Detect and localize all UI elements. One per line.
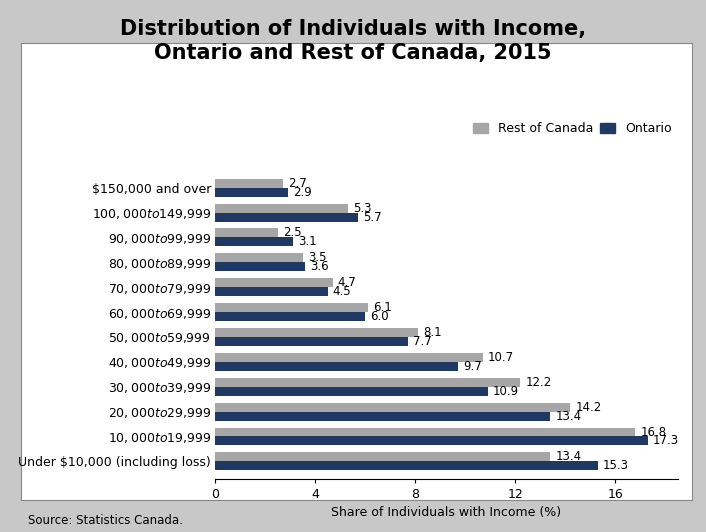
- Bar: [215, 403, 570, 412]
- Text: 8.1: 8.1: [423, 326, 441, 339]
- Bar: [215, 262, 305, 271]
- Text: 2.5: 2.5: [283, 227, 301, 239]
- Bar: [215, 337, 408, 346]
- Text: 4.7: 4.7: [337, 276, 357, 289]
- Bar: [215, 353, 483, 362]
- Bar: [215, 378, 520, 387]
- Legend: Rest of Canada, Ontario: Rest of Canada, Ontario: [473, 122, 671, 136]
- Text: 2.7: 2.7: [288, 177, 306, 190]
- Text: 13.4: 13.4: [556, 451, 582, 463]
- Bar: [215, 387, 488, 396]
- Text: 5.7: 5.7: [363, 211, 381, 223]
- Text: 10.9: 10.9: [493, 385, 519, 398]
- Text: 5.3: 5.3: [353, 202, 371, 214]
- Bar: [215, 452, 550, 461]
- Text: 14.2: 14.2: [575, 401, 602, 414]
- Bar: [215, 278, 333, 287]
- Text: Source: Statistics Canada.: Source: Statistics Canada.: [28, 514, 183, 527]
- Bar: [215, 228, 278, 237]
- Bar: [215, 188, 288, 197]
- Bar: [215, 303, 368, 312]
- Text: 13.4: 13.4: [556, 410, 582, 422]
- Bar: [215, 237, 293, 246]
- Bar: [215, 213, 358, 221]
- Text: 15.3: 15.3: [603, 459, 629, 472]
- Text: 2.9: 2.9: [293, 186, 311, 198]
- Text: Distribution of Individuals with Income,
Ontario and Rest of Canada, 2015: Distribution of Individuals with Income,…: [120, 19, 586, 63]
- Bar: [215, 287, 328, 296]
- Text: 6.1: 6.1: [373, 301, 392, 314]
- Bar: [215, 204, 348, 213]
- Text: 3.5: 3.5: [308, 251, 326, 264]
- Bar: [215, 362, 457, 371]
- Text: 3.6: 3.6: [311, 260, 329, 273]
- Bar: [215, 179, 283, 188]
- Text: 6.0: 6.0: [371, 310, 389, 323]
- Text: 17.3: 17.3: [653, 435, 679, 447]
- Text: 3.1: 3.1: [298, 235, 316, 248]
- Bar: [215, 312, 365, 321]
- Text: 4.5: 4.5: [333, 285, 352, 298]
- Bar: [215, 253, 303, 262]
- Text: 12.2: 12.2: [525, 376, 551, 389]
- Bar: [215, 428, 635, 436]
- Text: 16.8: 16.8: [640, 426, 666, 438]
- Bar: [215, 461, 598, 470]
- Bar: [215, 436, 648, 445]
- Text: 7.7: 7.7: [413, 335, 431, 348]
- Text: 10.7: 10.7: [488, 351, 514, 364]
- Text: 9.7: 9.7: [463, 360, 481, 373]
- Bar: [215, 328, 418, 337]
- Bar: [215, 412, 550, 421]
- X-axis label: Share of Individuals with Income (%): Share of Individuals with Income (%): [332, 506, 561, 519]
